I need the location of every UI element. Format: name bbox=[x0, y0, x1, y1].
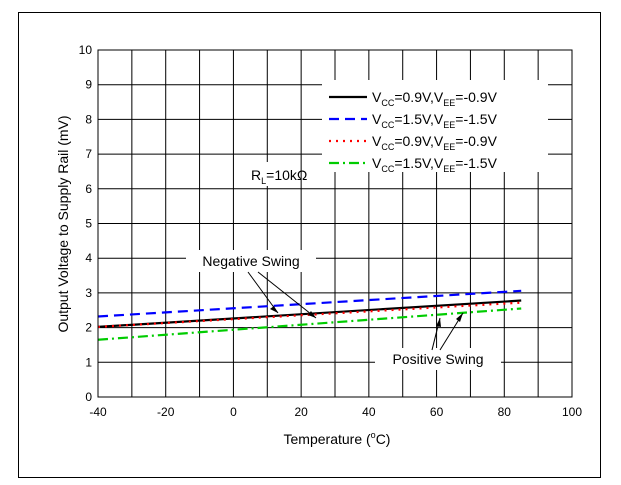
x-ticks: -40 -20 0 20 40 60 80 100 bbox=[89, 405, 582, 419]
x-tick-label: 60 bbox=[430, 405, 444, 419]
legend-label-1: VCC=0.9V,VEE=-0.9V bbox=[372, 89, 498, 108]
y-tick-label: 5 bbox=[85, 217, 92, 231]
x-tick-label: -40 bbox=[89, 405, 107, 419]
y-tick-label: 7 bbox=[85, 147, 92, 161]
y-ticks: 0 1 2 3 4 5 6 7 8 9 10 bbox=[79, 43, 93, 404]
x-tick-label: 0 bbox=[230, 405, 237, 419]
rl-annotation-box bbox=[242, 162, 300, 186]
x-tick-label: 20 bbox=[294, 405, 308, 419]
y-tick-label: 9 bbox=[85, 78, 92, 92]
positive-swing-arrowhead-1 bbox=[436, 318, 441, 327]
legend: VCC=0.9V,VEE=-0.9V VCC=1.5V,VEE=-1.5V VCC=… bbox=[322, 80, 548, 174]
negative-swing-label: Negative Swing bbox=[202, 253, 299, 269]
y-tick-label: 6 bbox=[85, 182, 92, 196]
svg-text:RL=10kΩ: RL=10kΩ bbox=[251, 167, 307, 186]
y-tick-label: 0 bbox=[85, 390, 92, 404]
positive-swing-annotation: Positive Swing bbox=[375, 312, 501, 370]
series-line-2 bbox=[97, 289, 522, 318]
x-tick-label: 40 bbox=[362, 405, 376, 419]
y-tick-label: 2 bbox=[85, 321, 92, 335]
y-tick-label: 10 bbox=[79, 43, 93, 57]
legend-box bbox=[322, 80, 548, 172]
y-axis-label: Output Voltage to Supply Rail (mV) bbox=[55, 115, 71, 332]
plot-area-border bbox=[97, 49, 573, 398]
negative-swing-arrowhead-1 bbox=[270, 306, 278, 313]
y-tick-label: 3 bbox=[85, 286, 92, 300]
y-tick-label: 8 bbox=[85, 112, 92, 126]
positive-swing-arrowhead-2 bbox=[456, 313, 463, 322]
x-tick-label: 100 bbox=[562, 405, 582, 419]
negative-swing-arrow-1 bbox=[247, 271, 279, 314]
legend-label-2: VCC=1.5V,VEE=-1.5V bbox=[372, 111, 498, 130]
x-tick-label: 80 bbox=[498, 405, 512, 419]
y-tick-label: 4 bbox=[85, 251, 92, 265]
y-tick-label: 1 bbox=[85, 355, 92, 369]
negative-swing-annotation: Negative Swing bbox=[186, 250, 317, 319]
negative-swing-arrowhead-2 bbox=[308, 311, 316, 318]
x-axis-label: Temperature (oC) bbox=[284, 430, 391, 447]
legend-label-4: VCC=1.5V,VEE=-1.5V bbox=[372, 155, 498, 174]
positive-swing-label: Positive Swing bbox=[392, 351, 483, 367]
negative-swing-arrow-2 bbox=[257, 271, 317, 319]
rl-annotation: RL=10kΩ bbox=[242, 162, 307, 186]
legend-label-3: VCC=0.9V,VEE=-0.9V bbox=[372, 133, 498, 152]
x-tick-label: -20 bbox=[157, 405, 175, 419]
